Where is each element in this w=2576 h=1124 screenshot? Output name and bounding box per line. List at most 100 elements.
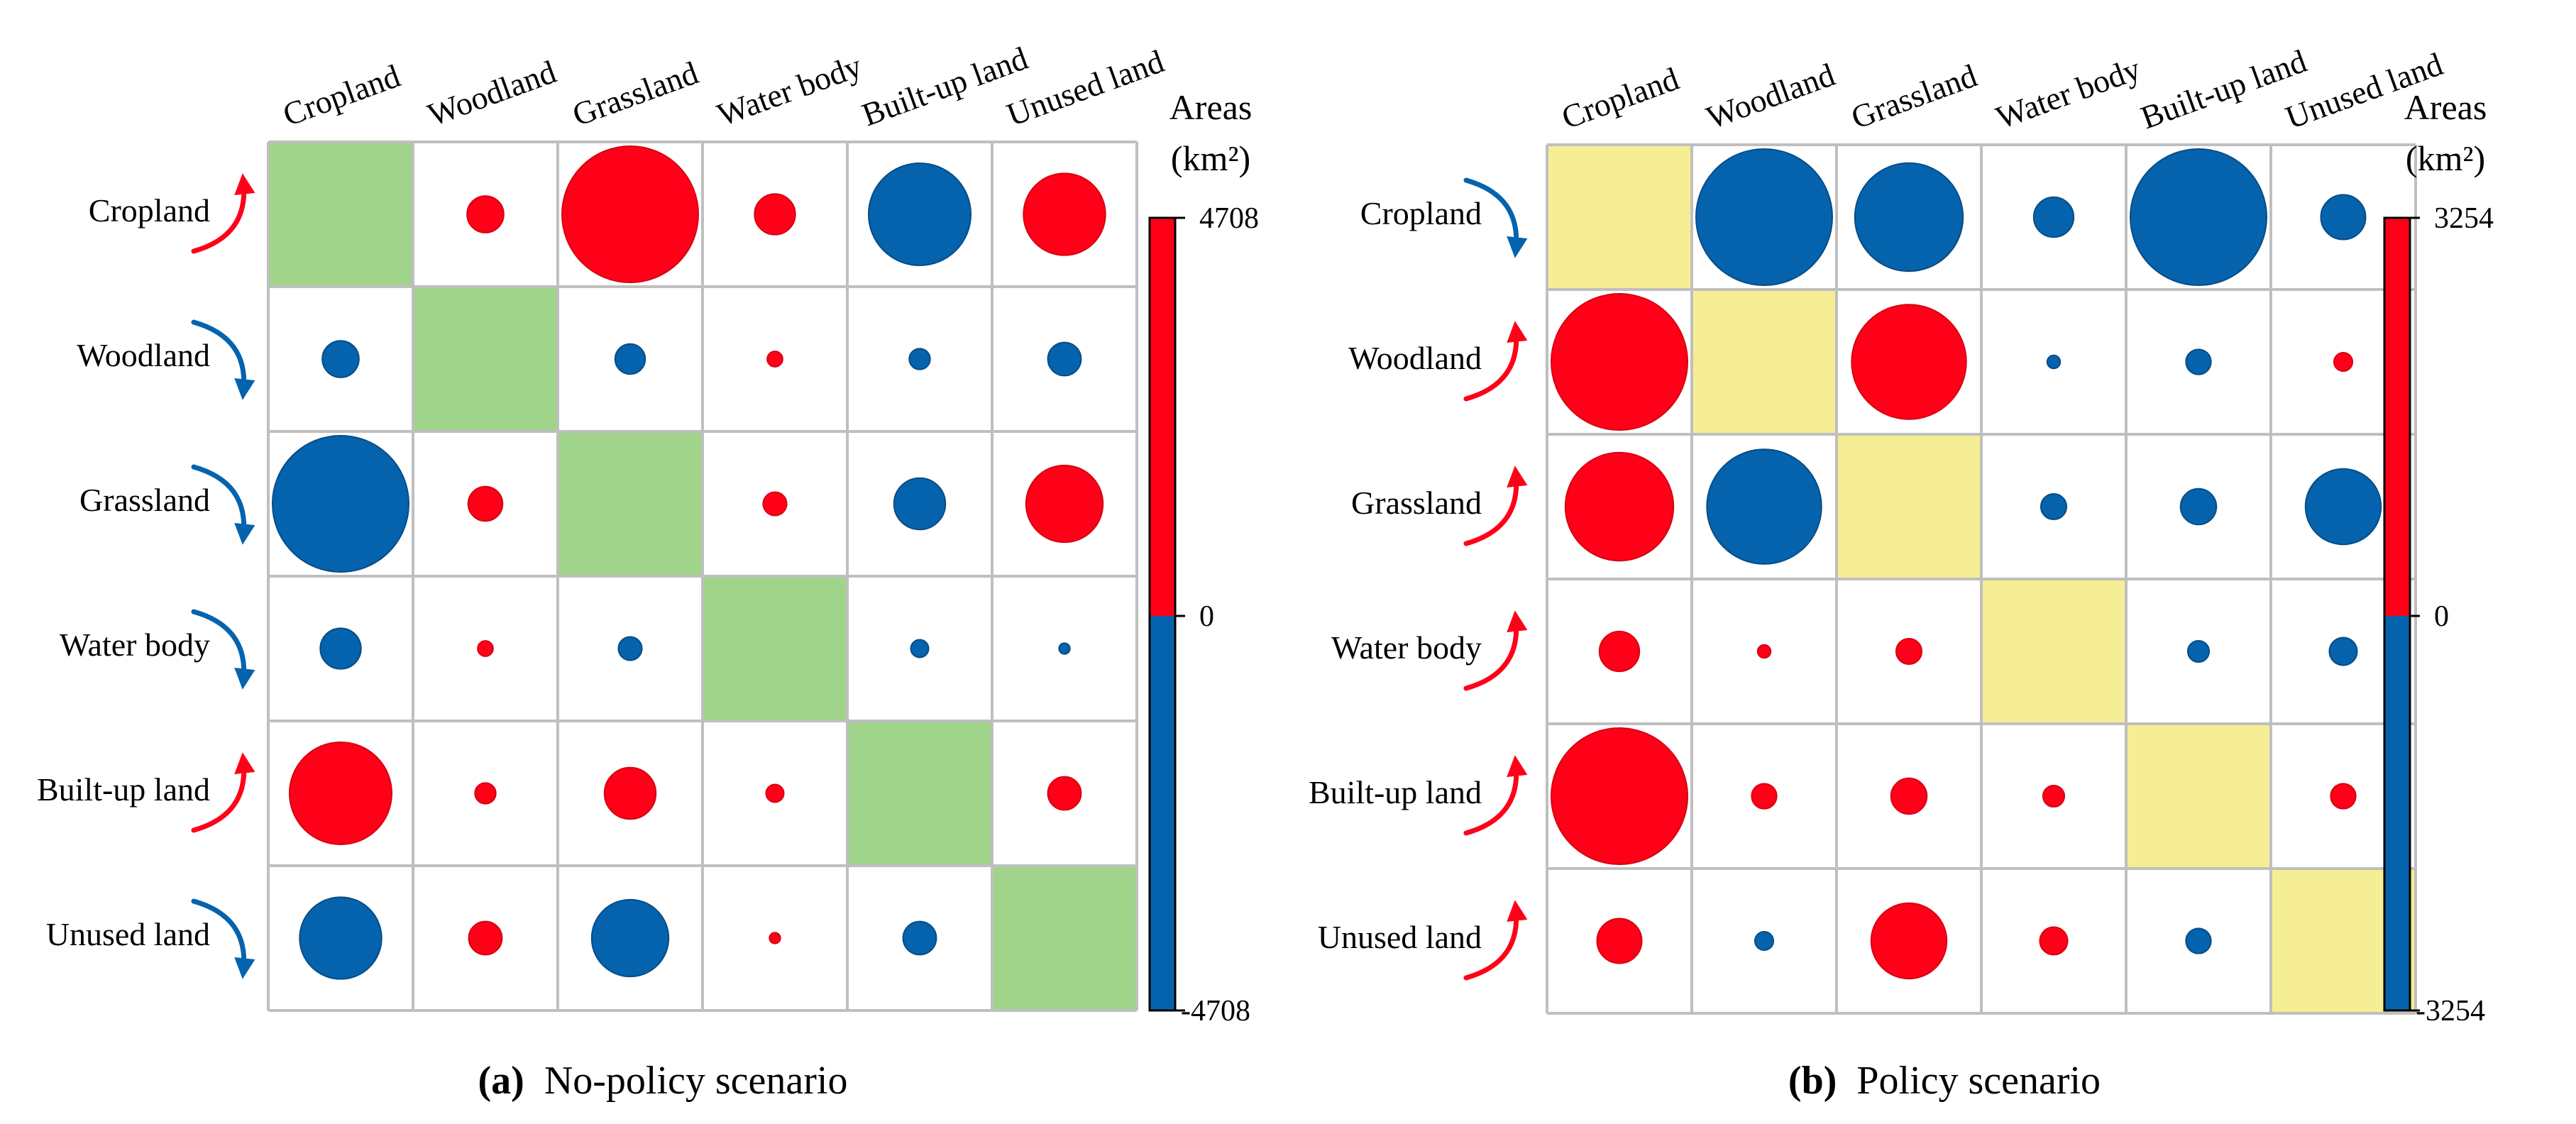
diagonal-cell [992, 866, 1137, 1010]
bubble [319, 627, 362, 670]
column-label: Cropland [278, 57, 404, 133]
trend-arrows [191, 173, 255, 979]
bubble [2185, 348, 2212, 375]
bubble [908, 348, 931, 370]
trend-up-arrow-icon [1463, 321, 1528, 402]
bubble [1751, 783, 1778, 810]
trend-down-arrow-icon [1463, 177, 1528, 258]
bubble [766, 351, 783, 368]
legend-frame [2383, 216, 2411, 1012]
row-label: Cropland [89, 192, 210, 228]
bubble [2328, 637, 2358, 666]
trend-down-arrow-icon [191, 609, 255, 690]
color-legend: Areas (km²) 4708 0 -4708 [1148, 87, 1259, 1027]
bubble [2130, 148, 2267, 286]
bubble [2179, 487, 2218, 526]
row-label: Unused land [1318, 919, 1482, 955]
trend-up-arrow-icon [1463, 900, 1528, 981]
bubble [288, 741, 393, 846]
trend-up-arrow-icon [191, 752, 255, 833]
row-label: Water body [60, 627, 210, 663]
legend-max-label: 4708 [1199, 202, 1259, 235]
bubble [2320, 194, 2367, 241]
diagonal-cell [413, 287, 558, 431]
column-label: Grassland [1846, 57, 1981, 136]
column-label: Woodland [423, 53, 561, 133]
bubbles [1551, 148, 2382, 980]
legend-ticks [2383, 216, 2420, 1012]
bubble [1058, 642, 1071, 655]
row-label: Built-up land [37, 771, 210, 808]
legend-title: Areas [1169, 87, 1253, 127]
bubble [1025, 464, 1104, 544]
bubble [467, 485, 504, 522]
column-labels: Cropland Woodland Grassland Water body B… [278, 40, 1169, 133]
bubble [321, 340, 360, 378]
diagonal-cell [1692, 290, 1837, 434]
grid [1546, 143, 2417, 1015]
legend-bar-negative [2384, 616, 2410, 1010]
panel-no-policy: Cropland Woodland Grassland Water body B… [37, 40, 1259, 1103]
bubble [2333, 351, 2354, 373]
legend-max-label: 3254 [2434, 202, 2494, 235]
legend-bar-positive [1150, 218, 1175, 616]
bubble [1596, 918, 1643, 964]
legend-zero-label: 0 [2434, 600, 2449, 633]
column-labels: Cropland Woodland Grassland Water body B… [1557, 43, 2448, 136]
bubble [1854, 162, 1964, 272]
bubble [1047, 776, 1082, 811]
panel-caption: (b) Policy scenario [1788, 1059, 2101, 1103]
bubble [1551, 293, 1688, 431]
bubble [2046, 354, 2062, 370]
trend-down-arrow-icon [191, 898, 255, 979]
bubble [474, 782, 497, 805]
bubble [603, 766, 657, 820]
diagonal-cells [268, 142, 1137, 1010]
column-label: Grassland [568, 55, 703, 133]
grid [267, 140, 1138, 1012]
bubble [1598, 630, 1641, 673]
row-labels: Cropland Woodland Grassland Water body B… [37, 192, 210, 952]
bubble [272, 435, 409, 573]
diagonal-cell [1981, 579, 2126, 724]
bubble [1023, 172, 1106, 256]
bubble [2042, 784, 2066, 808]
bubbles [272, 145, 1106, 980]
diagonal-cell [1837, 434, 1981, 579]
legend-bar-positive [2384, 218, 2410, 616]
trend-up-arrow-icon [1463, 465, 1528, 546]
bubble [466, 195, 505, 233]
row-label: Cropland [1360, 195, 1482, 231]
diagonal-cell [1547, 145, 1692, 290]
row-label: Built-up land [1309, 774, 1482, 810]
bubble [590, 898, 670, 978]
color-legend: Areas (km²) 3254 0 -3254 [2383, 87, 2494, 1027]
legend-title: Areas [2404, 87, 2487, 127]
legend-frame [1148, 216, 1177, 1012]
diagonal-cell [847, 721, 992, 866]
column-label: Water body [712, 48, 866, 133]
trend-up-arrow-icon [1463, 610, 1528, 691]
bubble [769, 932, 781, 944]
legend-unit: (km²) [2406, 138, 2485, 178]
bubble [1695, 148, 1833, 286]
column-label: Built-up land [2136, 43, 2311, 136]
bubble [1851, 304, 1967, 420]
row-label: Woodland [77, 337, 210, 373]
column-label: Water body [1991, 50, 2145, 136]
bubble [299, 896, 382, 980]
bubble [902, 920, 937, 956]
bubble [2040, 492, 2068, 521]
column-label: Woodland [1702, 56, 1839, 136]
row-label: Grassland [1351, 485, 1482, 521]
bubble [1047, 341, 1082, 377]
diagonal-cell [558, 431, 703, 576]
column-label: Cropland [1557, 60, 1683, 136]
trend-down-arrow-icon [191, 464, 255, 545]
column-label: Unused land [1002, 43, 1169, 133]
row-labels: Cropland Woodland Grassland Water body B… [1309, 195, 1482, 955]
bubble [2185, 927, 2212, 954]
caption-label: (a) [478, 1059, 524, 1103]
bubble [617, 636, 643, 661]
